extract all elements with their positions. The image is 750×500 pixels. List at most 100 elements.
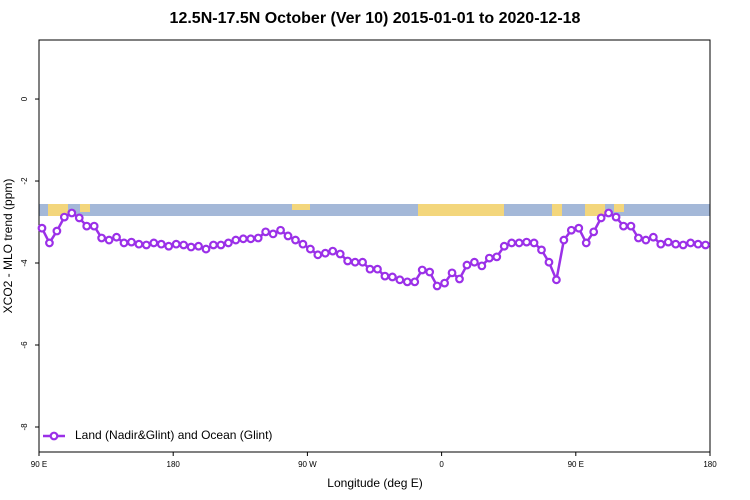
- point: [514, 238, 524, 248]
- point: [678, 240, 688, 250]
- point: [276, 225, 285, 235]
- y-tick-label: 0: [20, 96, 29, 101]
- point: [335, 249, 345, 259]
- series-line: [40, 211, 706, 288]
- point: [52, 226, 62, 236]
- point: [313, 250, 323, 260]
- point: [574, 223, 584, 233]
- point: [380, 271, 390, 281]
- point: [559, 235, 569, 245]
- point: [97, 233, 107, 243]
- legend-label: Land (Nadir&Glint) and Ocean (Glint): [75, 428, 272, 442]
- point: [328, 246, 338, 256]
- point: [656, 239, 666, 249]
- point: [544, 257, 554, 267]
- point: [343, 256, 353, 266]
- point: [74, 213, 84, 223]
- point: [156, 239, 166, 249]
- point: [507, 238, 517, 248]
- point: [529, 238, 539, 248]
- point: [596, 213, 606, 223]
- point: [298, 239, 308, 249]
- point: [492, 252, 502, 262]
- point: [537, 245, 546, 255]
- chart-title: 12.5N-17.5N October (Ver 10) 2015-01-01 …: [170, 10, 581, 27]
- point: [686, 238, 696, 248]
- point: [417, 265, 427, 275]
- point: [223, 238, 233, 248]
- point: [432, 281, 442, 291]
- y-tick-label: -2: [20, 177, 29, 185]
- point: [127, 237, 136, 247]
- point: [701, 240, 710, 250]
- point: [134, 239, 144, 249]
- point: [216, 240, 226, 250]
- point: [387, 272, 397, 282]
- point: [171, 239, 181, 249]
- point: [149, 238, 159, 248]
- point: [119, 238, 129, 248]
- point: [522, 237, 531, 247]
- point: [634, 233, 643, 243]
- y-tick-label: -4: [20, 259, 29, 267]
- point: [253, 233, 263, 243]
- point: [186, 242, 196, 252]
- map-strip: [39, 204, 710, 216]
- point: [194, 241, 203, 251]
- point: [82, 221, 92, 231]
- point: [552, 275, 561, 285]
- point: [589, 227, 599, 237]
- point: [410, 277, 420, 287]
- point: [455, 274, 464, 284]
- legend-marker: [49, 431, 59, 441]
- x-tick-label: 90 E: [31, 460, 47, 469]
- point: [365, 264, 375, 274]
- point: [104, 235, 114, 245]
- point: [283, 231, 293, 241]
- point: [305, 244, 315, 254]
- point: [626, 221, 636, 231]
- x-tick-label: 180: [167, 460, 181, 469]
- x-tick-label: 0: [439, 460, 444, 469]
- point: [45, 238, 54, 248]
- point: [112, 232, 121, 242]
- point: [440, 278, 449, 288]
- point: [402, 277, 412, 287]
- point: [373, 264, 382, 274]
- point: [164, 241, 174, 251]
- point: [447, 268, 457, 278]
- point: [693, 239, 703, 249]
- point: [566, 225, 576, 235]
- point: [477, 261, 487, 271]
- y-axis-label: XCO2 - MLO trend (ppm): [1, 179, 15, 314]
- x-tick-label: 90 W: [298, 460, 317, 469]
- point: [648, 232, 658, 242]
- point: [320, 248, 330, 258]
- point: [141, 240, 151, 250]
- point: [611, 212, 621, 222]
- x-tick-label: 180: [703, 460, 717, 469]
- point: [67, 208, 77, 218]
- point: [246, 234, 256, 244]
- x-tick-label: 90 E: [568, 460, 584, 469]
- point: [358, 257, 367, 267]
- point: [499, 241, 509, 251]
- point: [201, 244, 211, 254]
- point: [350, 257, 360, 267]
- point: [671, 239, 681, 249]
- point: [231, 235, 241, 245]
- point: [209, 240, 218, 250]
- y-tick-label: -6: [20, 341, 29, 349]
- point: [619, 221, 628, 231]
- point: [462, 260, 472, 270]
- point: [581, 238, 591, 248]
- point: [395, 275, 405, 285]
- point: [641, 235, 651, 245]
- point: [425, 267, 435, 277]
- point: [261, 227, 271, 237]
- y-tick-label: -8: [20, 423, 29, 431]
- point: [291, 235, 300, 245]
- plot-frame: [38, 39, 711, 453]
- point: [484, 253, 494, 263]
